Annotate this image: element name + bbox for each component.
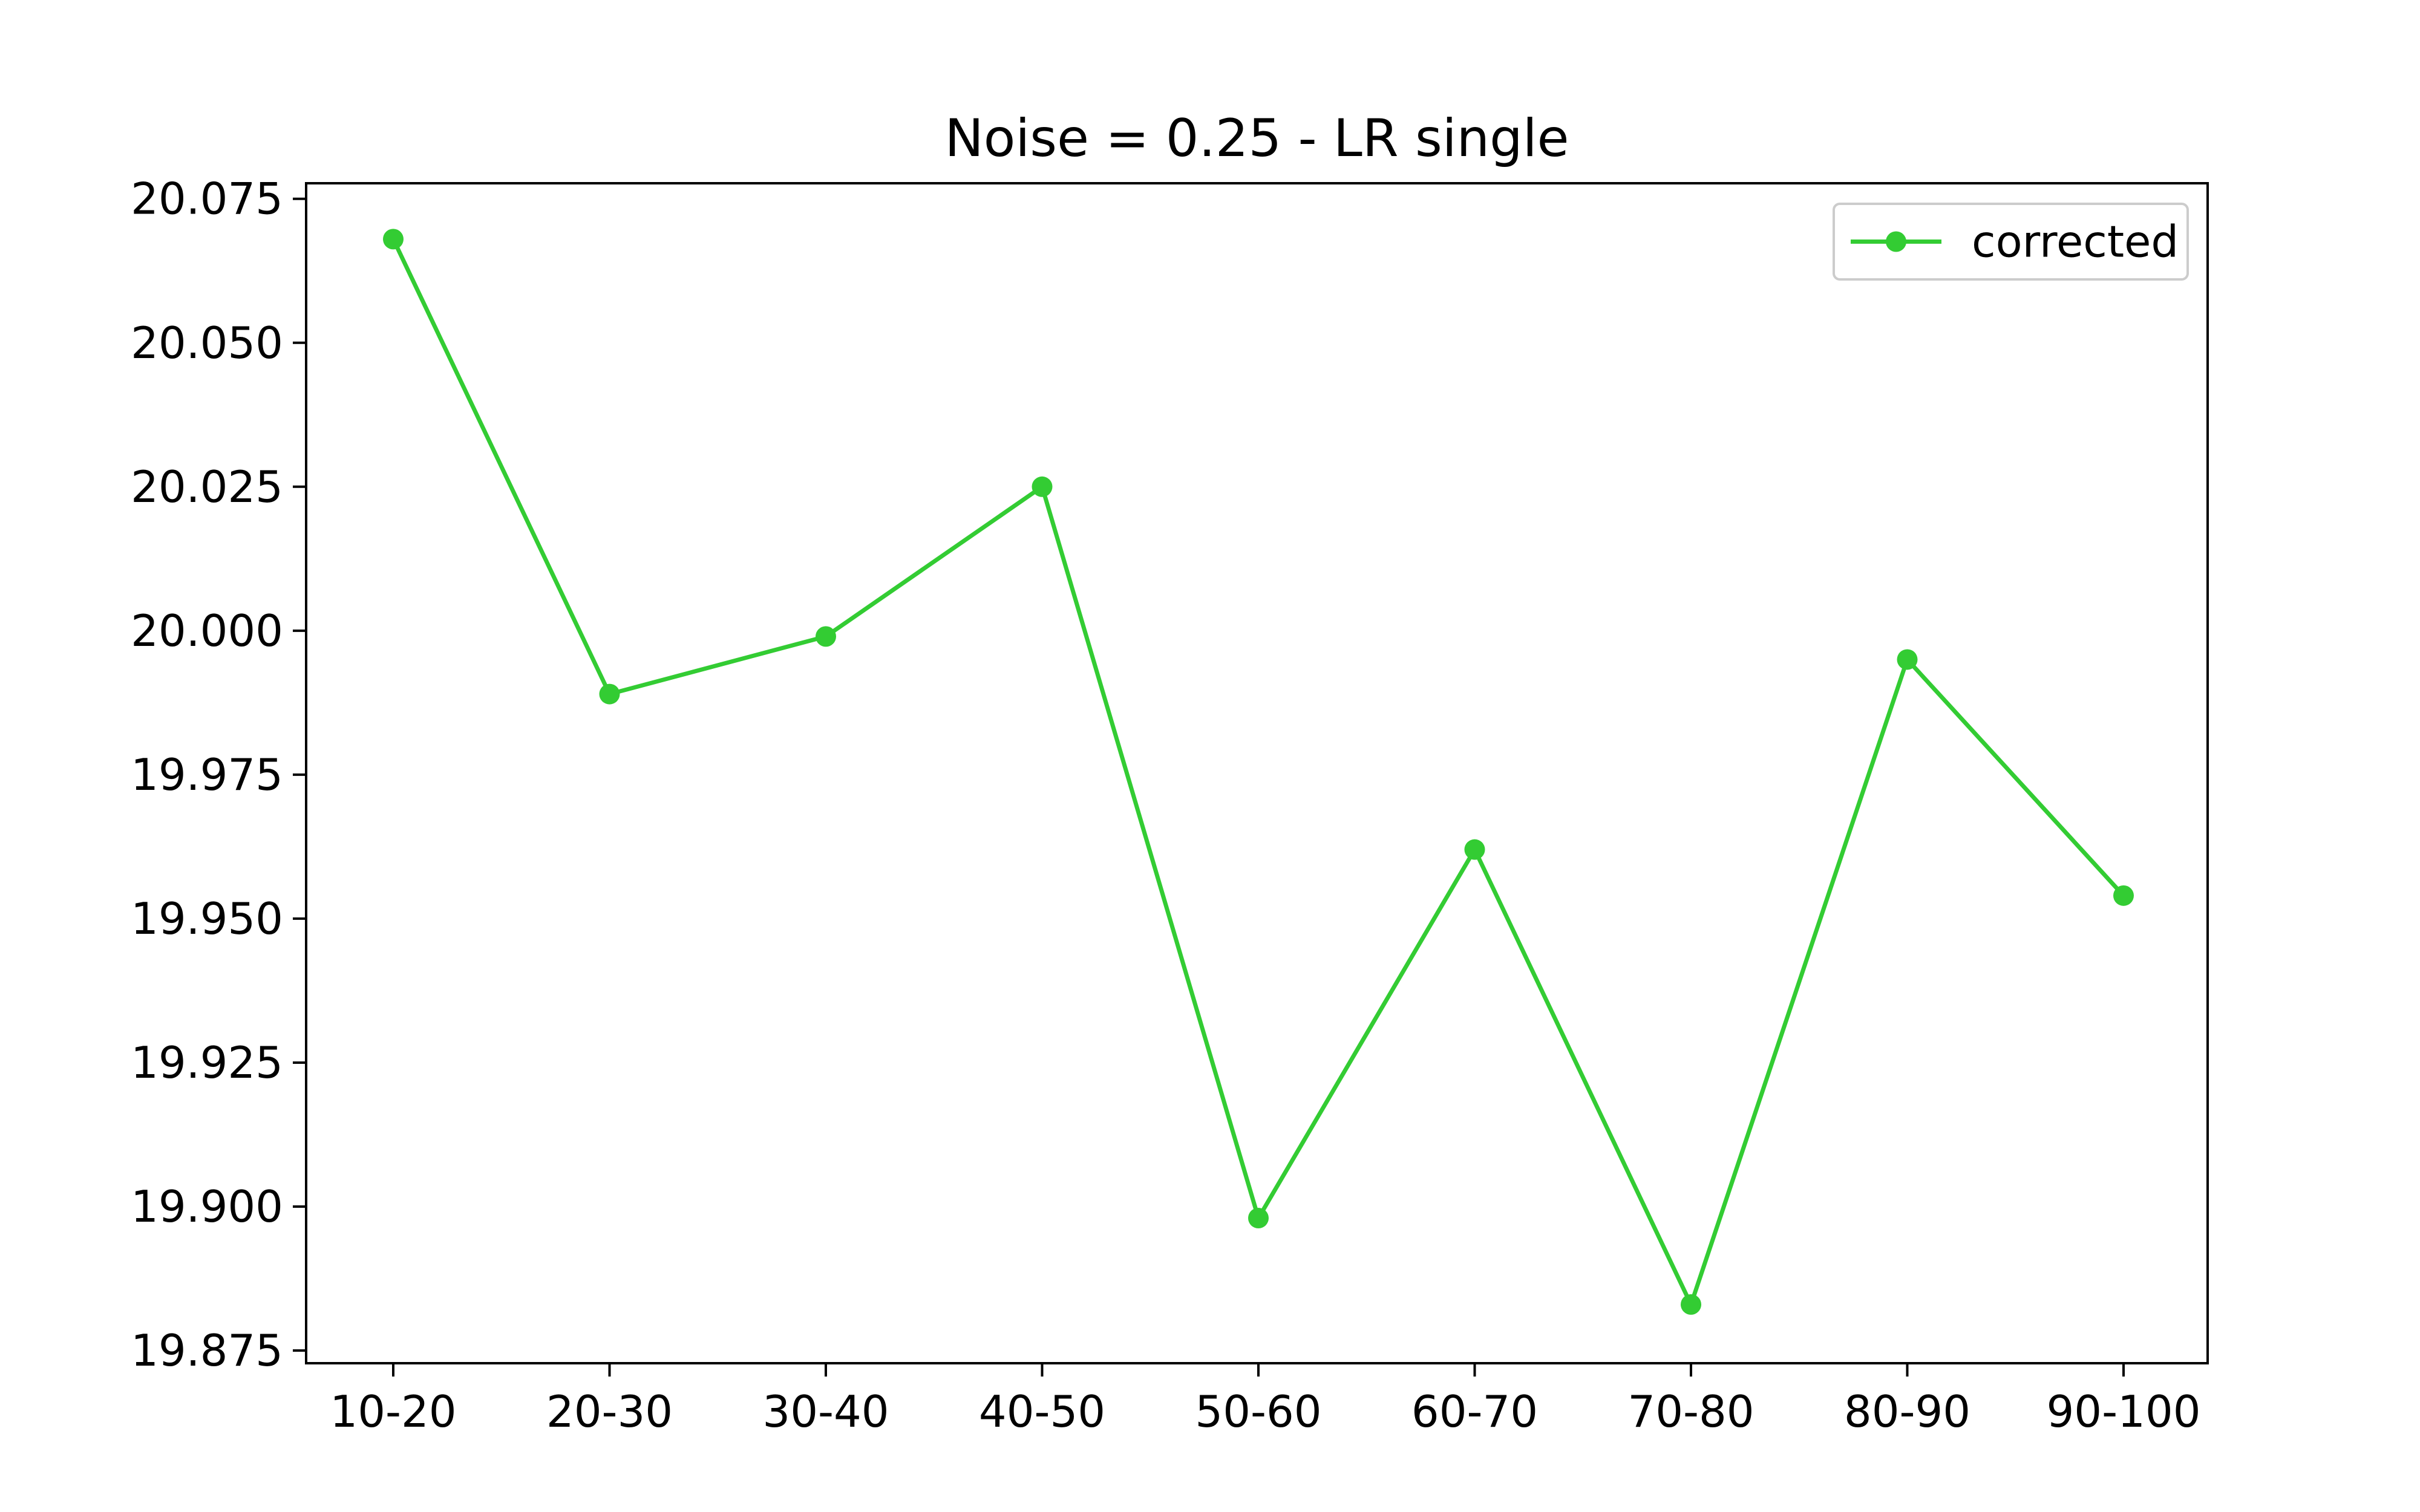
legend: corrected [1833,203,2189,281]
x-tick-label: 60-70 [1411,1386,1538,1437]
y-tick-label: 20.000 [131,605,283,656]
legend-label: corrected [1972,217,2179,267]
chart-title: Noise = 0.25 - LR single [944,108,1569,169]
data-point [1248,1208,1269,1229]
y-tick-label: 19.925 [131,1037,283,1088]
x-tick-label: 40-50 [979,1386,1105,1437]
y-tick-label: 19.975 [131,749,283,800]
data-point [1681,1294,1701,1315]
data-point [1464,839,1485,860]
y-tick-label: 20.075 [131,174,283,224]
series-layer [383,229,2134,1315]
y-tick-label: 19.900 [131,1181,283,1232]
data-point [1032,476,1053,497]
data-point [2113,885,2134,906]
data-point [599,683,620,705]
x-tick-label: 70-80 [1627,1386,1754,1437]
x-tick-label: 20-30 [546,1386,673,1437]
y-tick-label: 20.050 [131,318,283,368]
legend-point-marker [1886,231,1906,252]
x-tick-label: 30-40 [762,1386,889,1437]
legend-box [1833,203,2189,281]
x-tick-label: 80-90 [1844,1386,1970,1437]
y-tick-label: 19.875 [131,1325,283,1376]
data-point [383,229,404,250]
data-point [816,626,836,647]
x-tick-label: 90-100 [2046,1386,2200,1437]
y-tick-label: 19.950 [131,893,283,944]
data-point [1897,649,1918,670]
y-axis: 19.875 19.900 19.925 19.950 19.975 20.000 20.0… [131,174,306,1376]
x-tick-label: 50-60 [1195,1386,1321,1437]
plot-frame [305,182,2209,1364]
x-tick-label: 10-20 [330,1386,456,1437]
x-axis: 10-20 20-30 30-40 40-50 50-60 60-70 70-80 80-90… [330,1363,2201,1437]
y-tick-label: 20.025 [131,461,283,512]
